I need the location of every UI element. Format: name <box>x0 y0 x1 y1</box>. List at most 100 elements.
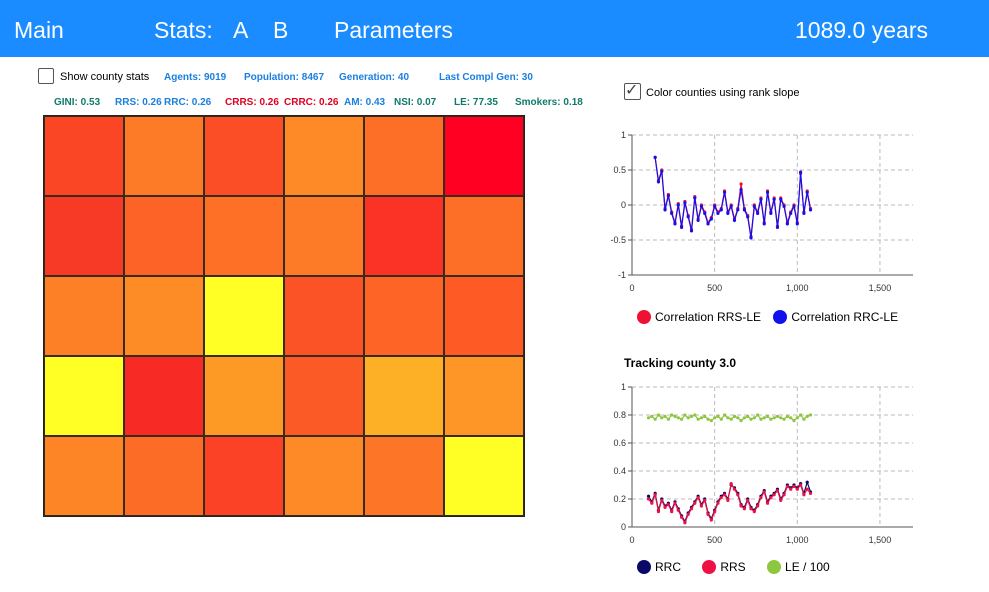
chart2-point <box>716 414 720 418</box>
chart1-point <box>775 225 780 229</box>
legend-dot-rrc <box>637 560 651 574</box>
chart1-point <box>739 188 743 192</box>
county-cell[interactable] <box>204 436 284 516</box>
chart2-point <box>706 417 710 421</box>
chart1-point <box>802 211 806 215</box>
chart2-point <box>703 498 707 502</box>
legend-item-rrs[interactable]: RRS <box>702 560 746 574</box>
county-cell[interactable] <box>364 436 444 516</box>
chart2-y-tick: 0.8 <box>613 410 626 420</box>
chart2-point <box>732 414 737 418</box>
legend-item-le[interactable]: LE / 100 <box>767 560 830 574</box>
county-cell[interactable] <box>44 196 124 276</box>
county-cell[interactable] <box>284 276 364 356</box>
chart2-point <box>769 496 773 500</box>
county-cell[interactable] <box>124 276 204 356</box>
chart2-y-tick: 1 <box>621 382 626 392</box>
chart2-point <box>782 417 786 421</box>
chart1-point <box>789 211 793 215</box>
county-cell[interactable] <box>124 196 204 276</box>
chart2-point <box>726 498 730 502</box>
stats-b-link[interactable]: B <box>273 17 289 43</box>
chart2-point <box>713 510 717 514</box>
main-nav-link[interactable]: Main <box>14 17 64 43</box>
tracking-county-chart: 0 500 1,000 1,500 1 0.8 0.6 0.4 0.2 0 <box>613 382 913 545</box>
chart2-point <box>686 512 690 516</box>
tracking-county-title: Tracking county 3.0 <box>624 356 737 370</box>
county-cell[interactable] <box>44 436 124 516</box>
chart2-point <box>693 413 697 417</box>
chart1-point <box>699 204 704 208</box>
chart1-point <box>666 194 670 198</box>
county-cell[interactable] <box>204 116 284 196</box>
county-cell[interactable] <box>124 436 204 516</box>
chart2-point <box>769 417 773 421</box>
chart1-point <box>742 208 746 212</box>
county-cell[interactable] <box>444 356 524 436</box>
chart2-point <box>693 501 697 505</box>
legend-item-rrs-le[interactable]: Correlation RRS-LE <box>637 310 761 324</box>
parameters-nav-link[interactable]: Parameters <box>334 17 453 43</box>
county-cell[interactable] <box>444 436 524 516</box>
chart1-point <box>808 208 813 212</box>
chart2-point <box>779 498 783 502</box>
nsi-stat: NSI: 0.07 <box>394 97 437 108</box>
chart2-point <box>736 416 740 420</box>
chart2-point <box>650 414 654 418</box>
county-cell[interactable] <box>444 116 524 196</box>
chart1-point <box>676 203 680 207</box>
chart2-x-tick: 1,000 <box>786 535 809 545</box>
county-cell[interactable] <box>284 436 364 516</box>
chart1-point <box>683 201 687 205</box>
legend-item-rrc-le[interactable]: Correlation RRC-LE <box>773 310 898 324</box>
county-cell[interactable] <box>44 356 124 436</box>
county-cell[interactable] <box>284 356 364 436</box>
chart1-point <box>719 208 723 212</box>
county-cell[interactable] <box>284 196 364 276</box>
county-cell[interactable] <box>124 356 204 436</box>
chart2-legend: RRC RRS LE / 100 <box>637 560 830 574</box>
chart2-series-line-1 <box>648 481 811 525</box>
county-cell[interactable] <box>124 116 204 196</box>
county-cell[interactable] <box>204 356 284 436</box>
county-cell[interactable] <box>364 116 444 196</box>
legend-dot-rrs-le <box>637 310 651 324</box>
chart2-point <box>686 416 690 420</box>
stats-a-link[interactable]: A <box>233 17 249 43</box>
chart2-point <box>762 416 766 420</box>
legend-item-rrc[interactable]: RRC <box>637 560 681 574</box>
chart2-point <box>742 416 746 420</box>
chart2-point <box>805 487 809 491</box>
county-cell[interactable] <box>364 276 444 356</box>
chart2-point <box>802 493 806 497</box>
chart2-point <box>759 496 763 500</box>
county-cell[interactable] <box>444 276 524 356</box>
county-cell[interactable] <box>204 276 284 356</box>
chart2-point <box>799 483 803 487</box>
show-county-stats-checkbox[interactable] <box>38 68 54 84</box>
chart2-point <box>729 417 733 421</box>
chart2-point <box>772 493 776 497</box>
county-cell[interactable] <box>364 196 444 276</box>
color-counties-checkbox[interactable] <box>624 80 641 100</box>
chart1-point <box>689 229 694 233</box>
population-stat: Population: 8467 <box>244 72 325 83</box>
county-cell[interactable] <box>204 196 284 276</box>
chart1-y-tick: 1 <box>621 130 626 140</box>
chart1-point <box>732 218 737 222</box>
chart2-point <box>739 504 743 508</box>
chart2-point <box>762 490 766 494</box>
chart2-point <box>713 416 717 420</box>
chart1-point <box>736 208 740 212</box>
county-cell[interactable] <box>444 196 524 276</box>
county-cell[interactable] <box>44 116 124 196</box>
chart2-x-tick: 0 <box>629 535 634 545</box>
chart2-point <box>765 501 770 505</box>
chart2-x-tick: 500 <box>707 535 722 545</box>
chart2-point <box>673 414 677 418</box>
county-cell[interactable] <box>44 276 124 356</box>
correlation-chart: 0 500 1,000 1,500 1 0.5 0 -0.5 -1 <box>610 130 913 293</box>
chart2-point <box>689 414 694 418</box>
county-cell[interactable] <box>364 356 444 436</box>
county-cell[interactable] <box>284 116 364 196</box>
